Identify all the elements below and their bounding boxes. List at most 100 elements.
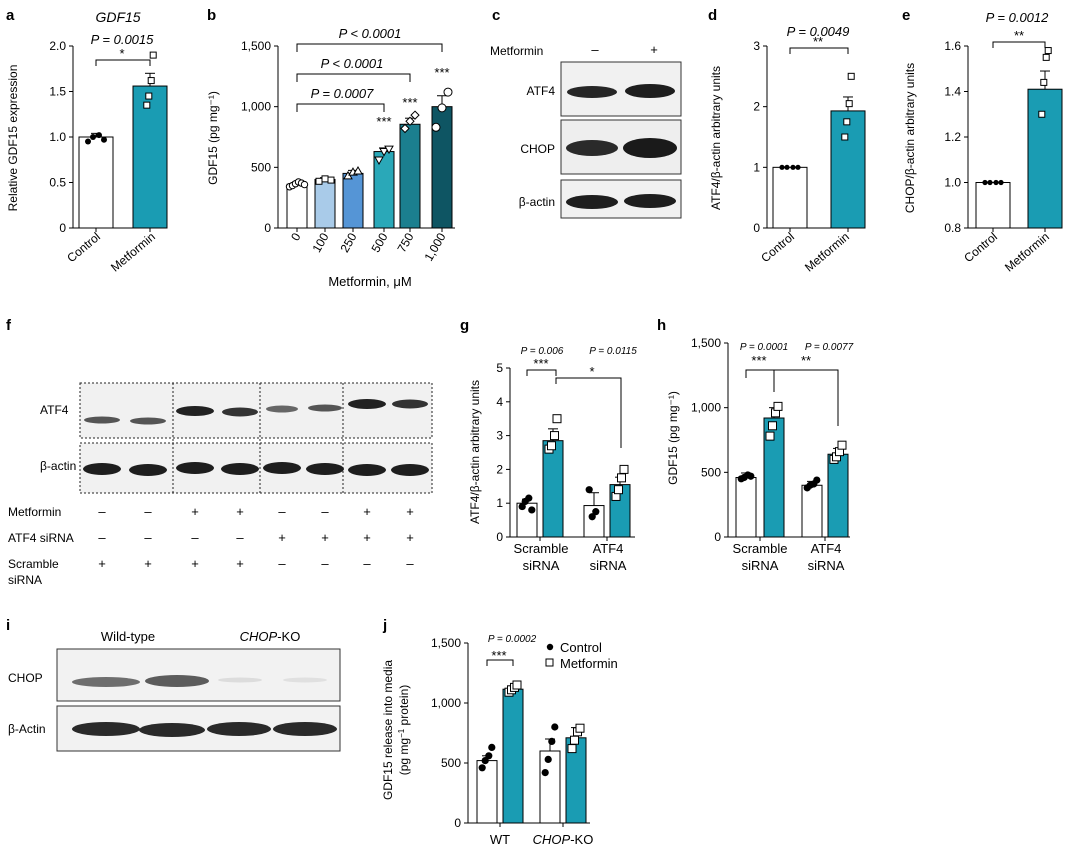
x-tick-label: 500 — [368, 230, 390, 255]
x-tick-label: 250 — [337, 230, 359, 255]
legend-metformin-marker — [545, 658, 554, 667]
y-tick-label: 1.6 — [944, 39, 961, 53]
panel-b-pvalue-1: P < 0.0001 — [339, 26, 402, 41]
panel-h-pvalue-2: P = 0.0077 — [805, 342, 854, 353]
data-point — [575, 723, 585, 733]
data-point — [405, 116, 415, 126]
blot-band — [348, 464, 386, 476]
panel-i-blot-chop — [56, 648, 341, 702]
data-point — [147, 77, 155, 85]
data-point — [592, 508, 600, 516]
y-tick-label: 1.4 — [944, 85, 961, 99]
panel-b-ylabel: GDF15 (pg mg⁻¹) — [206, 91, 220, 185]
panel-g-plot: 0 1 2 3 4 5 — [496, 361, 635, 544]
panel-b-bracket-2 — [296, 73, 411, 82]
panel-d: d P = 0.0049 ** 0 1 2 3 ATF4/β-actin arbitr… — [708, 7, 866, 275]
panel-c-band-label-atf4: ATF4 — [527, 84, 556, 98]
blot-band — [306, 463, 344, 475]
panel-e-ylabel: CHOP/β-actin arbitrary units — [903, 63, 917, 213]
data-point — [528, 506, 536, 514]
panel-e-plot: 0.8 1.0 1.2 1.4 1.6 — [944, 39, 1063, 235]
data-point — [90, 134, 96, 140]
panel-j-bracket — [486, 659, 514, 666]
panel-b-star-750: *** — [402, 95, 417, 110]
lane-sign: + — [363, 504, 371, 519]
blot-band — [84, 416, 120, 424]
panel-f-letter: f — [6, 317, 12, 334]
bar — [399, 123, 421, 229]
blot-band — [72, 677, 140, 687]
blot-band — [567, 86, 617, 98]
data-point — [1038, 110, 1046, 118]
data-point — [841, 133, 849, 141]
y-tick-label: 1,500 — [691, 336, 721, 350]
panel-f-signs: – – + + – – + + – – – – + + + + + + + + – – – – — [98, 504, 414, 571]
blot-band — [139, 723, 205, 737]
data-point — [784, 164, 790, 170]
panel-c-sign-2: + — [650, 42, 658, 57]
data-point — [552, 414, 562, 424]
panel-a-xtick-metformin: Metformin — [108, 230, 158, 275]
blot-band — [145, 675, 209, 687]
panel-f-row-label-metformin: Metformin — [8, 505, 61, 519]
panel-h-bracket-2 — [773, 369, 839, 426]
panel-h-xtick-2b: siRNA — [808, 558, 845, 573]
data-point — [1042, 53, 1050, 61]
data-point — [845, 100, 853, 108]
y-tick-label: 3 — [496, 429, 503, 443]
panel-i-band-label-actin: β-Actin — [8, 722, 46, 736]
data-point — [96, 132, 102, 139]
panel-a-pvalue: P = 0.0015 — [91, 32, 155, 47]
data-point — [993, 179, 999, 186]
lane-sign: – — [321, 504, 329, 519]
x-tick-label: 0 — [288, 230, 304, 243]
bar — [286, 183, 308, 229]
data-point — [541, 769, 549, 777]
data-point — [300, 180, 309, 189]
panel-d-xtick-control: Control — [758, 230, 797, 266]
panel-g-xtick-1a: Scramble — [514, 541, 569, 556]
data-point — [765, 431, 775, 441]
y-tick-label: 1.0 — [49, 130, 66, 144]
panel-j-plot: 0 500 1,000 1,500 — [431, 636, 590, 830]
blot-band — [308, 404, 342, 412]
data-point — [619, 464, 629, 474]
data-point — [315, 177, 323, 185]
panel-a-plot: 0 0.5 1.0 1.5 2.0 — [49, 39, 168, 235]
panel-e: e P = 0.0012 ** 0.8 1.0 1.2 1.4 1.6 CHOP/β-a… — [902, 7, 1063, 275]
lane-sign: + — [363, 530, 371, 545]
bar — [342, 172, 364, 229]
panel-j-xtick-ko: CHOP-KO — [533, 832, 594, 847]
data-point — [567, 744, 577, 754]
bar — [801, 484, 823, 538]
panel-h-xtick-2a: ATF4 — [811, 541, 842, 556]
data-point — [488, 743, 496, 752]
data-point — [443, 87, 453, 97]
y-tick-label: 2 — [496, 462, 503, 476]
y-tick-label: 5 — [496, 361, 503, 375]
data-point — [551, 723, 559, 731]
data-point — [795, 164, 801, 170]
y-tick-label: 1,000 — [431, 696, 461, 710]
data-point — [547, 441, 556, 451]
data-point — [437, 103, 447, 113]
panel-e-xtick-metformin: Metformin — [1002, 230, 1052, 275]
lane-sign: + — [278, 530, 286, 545]
panel-h-letter: h — [657, 317, 666, 334]
panel-b-pvalue-2: P < 0.0001 — [321, 56, 384, 71]
y-tick-label: 500 — [701, 465, 721, 479]
data-point — [813, 476, 821, 484]
y-tick-label: 2.0 — [49, 39, 66, 53]
x-tick-label: 750 — [394, 230, 416, 255]
panel-c-sign-1: – — [591, 42, 599, 57]
data-point — [478, 764, 486, 772]
y-tick-label: 1.2 — [944, 130, 961, 144]
panel-g-star-2: * — [589, 364, 594, 379]
data-point — [550, 431, 559, 441]
data-point — [374, 156, 384, 166]
lane-sign: – — [406, 556, 414, 571]
panel-h-star-1: *** — [751, 353, 766, 368]
panel-i-wt-label: Wild-type — [101, 629, 155, 644]
legend-control-marker — [546, 643, 554, 651]
data-point — [982, 179, 988, 186]
